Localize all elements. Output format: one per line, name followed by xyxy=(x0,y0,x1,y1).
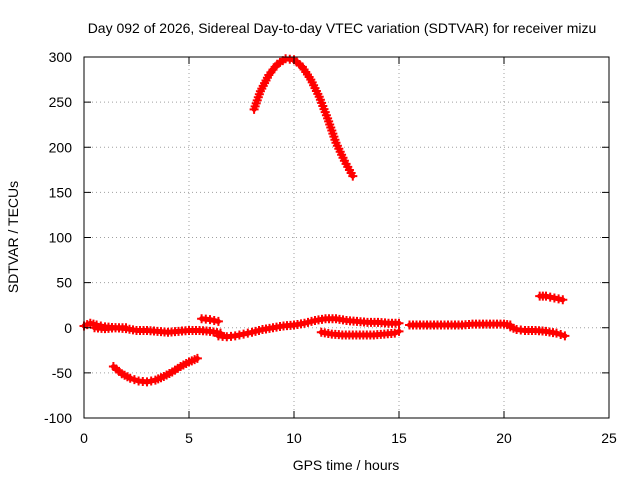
data-point-marker xyxy=(348,171,358,181)
x-tick-label: 20 xyxy=(496,430,512,446)
data-point-marker xyxy=(394,318,404,328)
chart-title: Day 092 of 2026, Sidereal Day-to-day VTE… xyxy=(88,20,597,36)
data-point-marker xyxy=(560,331,570,341)
y-tick-label: 150 xyxy=(49,184,73,200)
y-tick-labels: -100 -50 0 50 100 150 200 250 300 xyxy=(44,49,72,426)
data-point-marker xyxy=(552,328,561,338)
x-tick-label: 5 xyxy=(185,430,193,446)
x-tick-labels: 0 5 10 15 20 25 xyxy=(80,430,617,446)
data-series xyxy=(79,54,570,387)
data-point-marker xyxy=(558,295,568,305)
x-tick-label: 25 xyxy=(601,430,617,446)
grid-lines xyxy=(84,57,609,418)
data-point-marker xyxy=(192,353,202,363)
x-tick-label: 10 xyxy=(286,430,302,446)
data-point-marker xyxy=(129,375,139,385)
plot-frame xyxy=(83,56,610,419)
data-point-marker xyxy=(390,328,400,338)
y-axis-title: SDTVAR / TECUs xyxy=(5,181,21,293)
data-point-marker xyxy=(556,330,566,340)
y-tick-label: 250 xyxy=(49,94,73,110)
x-axis-title: GPS time / hours xyxy=(293,457,400,473)
y-tick-label: -100 xyxy=(44,410,72,426)
y-tick-label: 100 xyxy=(49,230,73,246)
y-tick-label: 0 xyxy=(64,320,72,336)
data-point-marker xyxy=(213,316,223,326)
axis-ticks xyxy=(83,56,610,419)
y-tick-label: 50 xyxy=(56,275,72,291)
data-point-marker xyxy=(125,373,135,383)
x-tick-label: 0 xyxy=(80,430,88,446)
y-tick-label: 300 xyxy=(49,49,73,65)
x-tick-label: 15 xyxy=(391,430,407,446)
y-tick-label: 200 xyxy=(49,139,73,155)
data-point-marker xyxy=(394,326,404,336)
y-tick-label: -50 xyxy=(52,365,72,381)
